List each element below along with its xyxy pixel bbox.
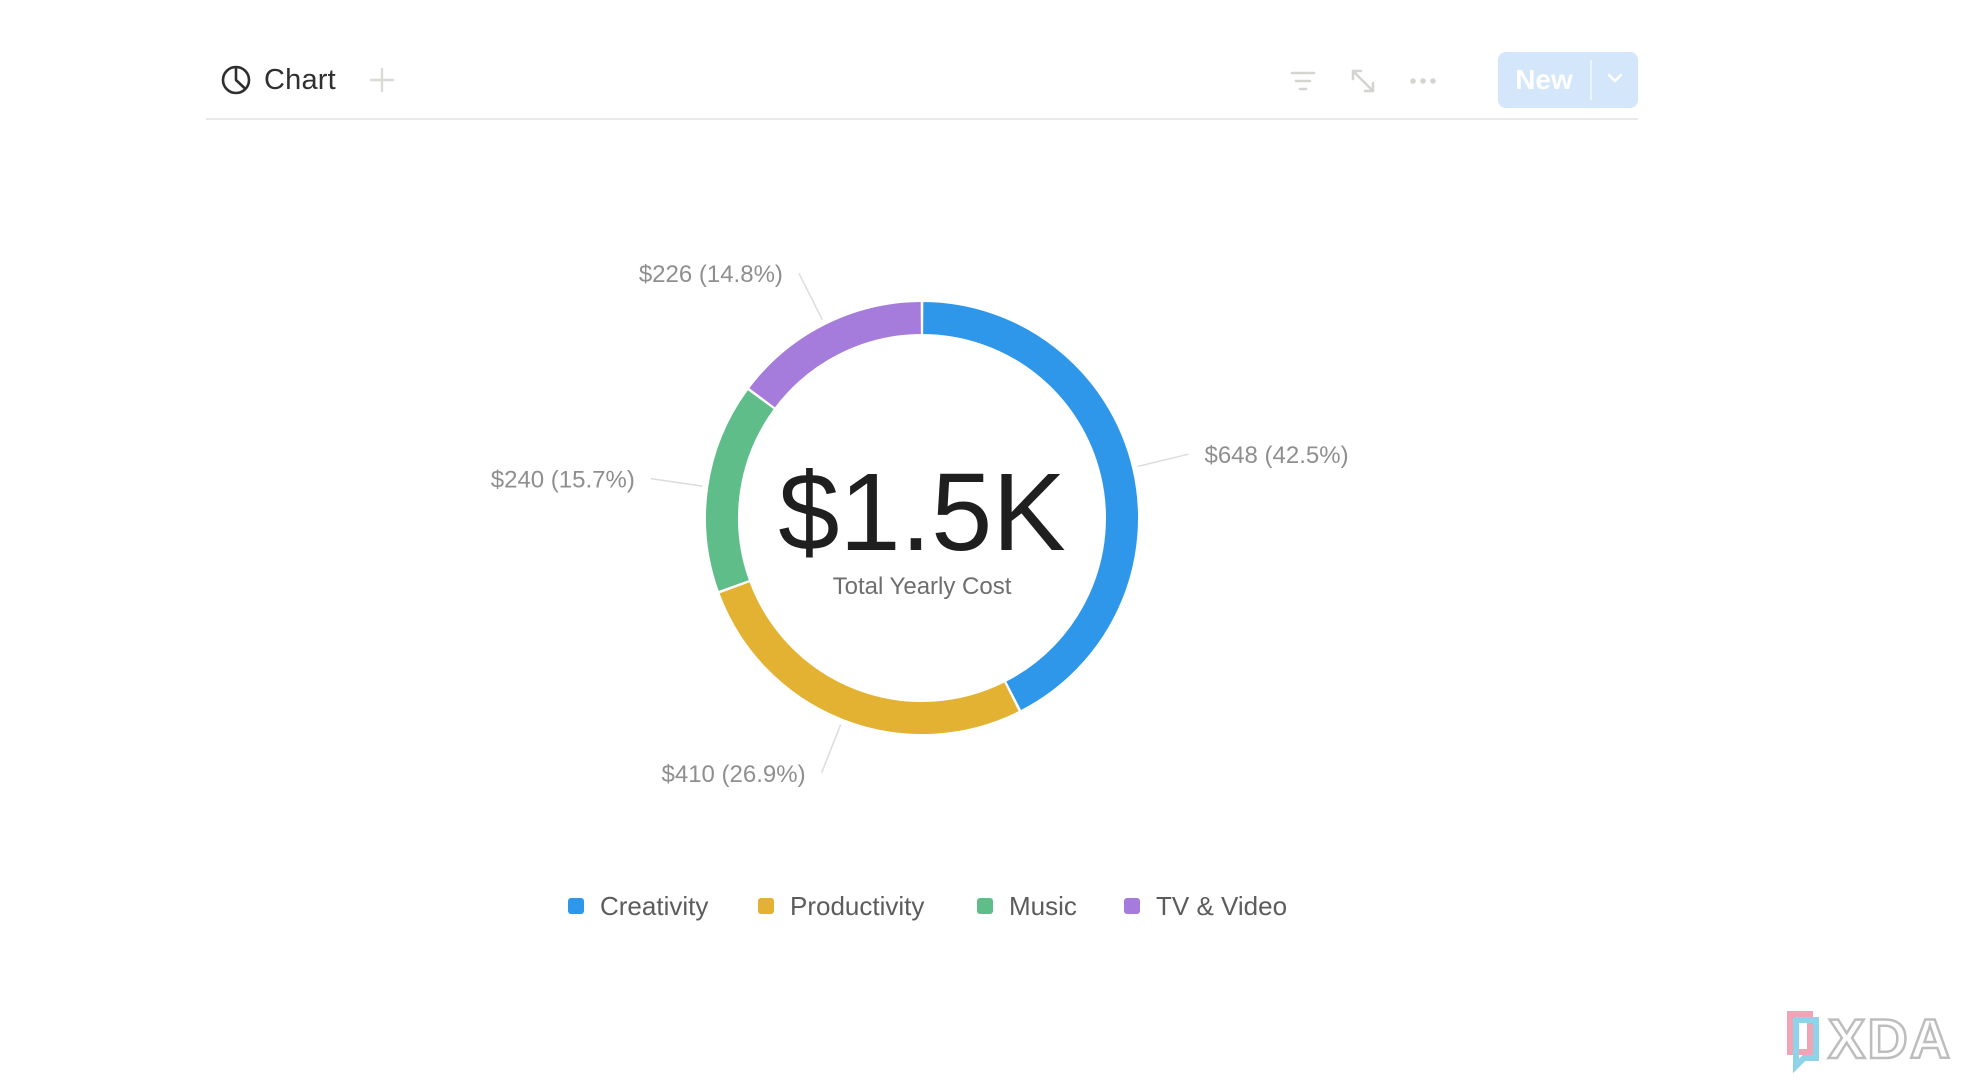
view-header: Chart New xyxy=(206,48,1638,120)
legend-swatch xyxy=(568,898,584,914)
legend-item-productivity[interactable]: Productivity xyxy=(758,891,924,921)
legend-label: Productivity xyxy=(790,891,924,921)
filter-icon[interactable] xyxy=(1286,64,1320,98)
legend-label: Music xyxy=(1009,891,1077,921)
legend-swatch xyxy=(758,898,774,914)
leader-line-tv-and-video xyxy=(798,272,823,320)
tab-chart-label: Chart xyxy=(264,63,336,96)
leader-line-creativity xyxy=(1137,453,1189,468)
new-button-group: New xyxy=(1498,52,1638,108)
xda-watermark: XDA xyxy=(1787,1006,1952,1074)
pie-chart-icon xyxy=(220,64,252,96)
slice-creativity[interactable] xyxy=(923,302,1138,710)
plus-icon[interactable] xyxy=(366,64,398,96)
total-label: Total Yearly Cost xyxy=(833,573,1012,600)
legend-swatch xyxy=(977,898,993,914)
slice-music[interactable] xyxy=(706,390,774,591)
total-value: $1.5K xyxy=(778,451,1065,574)
legend-label: TV & Video xyxy=(1156,891,1287,921)
data-label-music: $240 (15.7%) xyxy=(491,467,635,494)
expand-icon[interactable] xyxy=(1346,64,1380,98)
legend-swatch xyxy=(1124,898,1140,914)
tab-chart[interactable]: Chart xyxy=(220,60,336,100)
leader-line-productivity xyxy=(820,724,842,774)
data-label-productivity: $410 (26.9%) xyxy=(662,761,806,788)
new-dropdown-button[interactable] xyxy=(1592,52,1638,108)
chevron-down-icon xyxy=(1604,67,1626,94)
slice-productivity[interactable] xyxy=(719,582,1019,734)
new-button[interactable]: New xyxy=(1515,64,1573,95)
new-button-divider xyxy=(1590,60,1592,100)
watermark-text: XDA xyxy=(1828,1007,1952,1070)
legend-label: Creativity xyxy=(600,891,708,921)
data-label-creativity: $648 (42.5%) xyxy=(1204,442,1348,469)
legend-item-music[interactable]: Music xyxy=(977,891,1077,921)
slice-tv-and-video[interactable] xyxy=(749,302,922,408)
data-label-tv-and-video: $226 (14.8%) xyxy=(639,261,783,288)
leader-line-music xyxy=(650,477,703,487)
legend-item-tv-and-video[interactable]: TV & Video xyxy=(1124,891,1287,921)
legend-item-creativity[interactable]: Creativity xyxy=(568,891,708,921)
more-icon[interactable] xyxy=(1406,64,1440,98)
